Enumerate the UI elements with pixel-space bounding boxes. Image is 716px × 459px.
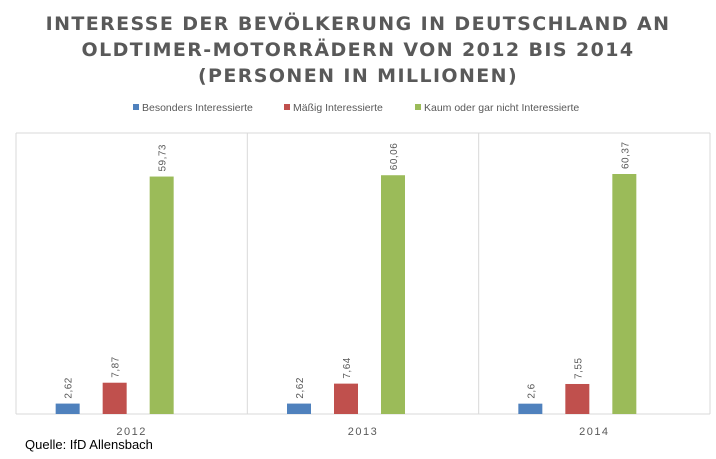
plot-area: 2,62 7,87 59,73 2012 2,62 7,64 60,06 2013 2,6 7,5… xyxy=(15,132,711,438)
legend-label-maessig-interessierte: Mäßig Interessierte xyxy=(293,102,383,114)
data-label-2013-kaum-oder-gar-nicht-interessierte: 60,06 xyxy=(389,143,400,171)
legend: Besonders Interessierte Mäßig Interessier… xyxy=(133,102,579,114)
data-label-2014-besonders-interessierte: 2,6 xyxy=(526,383,537,398)
bar-2013-maessig-interessierte xyxy=(334,383,358,414)
data-label-2012-besonders-interessierte: 2,62 xyxy=(64,377,75,398)
x-tick-label-2013: 2013 xyxy=(348,426,378,438)
bar-2014-kaum-oder-gar-nicht-interessierte xyxy=(612,174,637,414)
legend-label-kaum-oder-gar-nicht-interessierte: Kaum oder gar nicht Interessierte xyxy=(424,102,579,114)
data-label-2013-maessig-interessierte: 7,64 xyxy=(342,357,353,378)
data-label-2014-kaum-oder-gar-nicht-interessierte: 60,37 xyxy=(620,141,631,169)
bar-2014-besonders-interessierte xyxy=(518,403,543,414)
legend-swatch-besonders-interessierte xyxy=(133,104,139,110)
bar-2013-besonders-interessierte xyxy=(287,403,311,414)
data-label-2012-maessig-interessierte: 7,87 xyxy=(111,356,122,377)
chart-title-line-1: INTERESSE DER BEVÖLKERUNG IN DEUTSCHLAND… xyxy=(46,11,671,35)
legend-label-besonders-interessierte: Besonders Interessierte xyxy=(142,102,253,114)
bar-2013-kaum-oder-gar-nicht-interessierte xyxy=(381,175,405,414)
legend-swatch-kaum-oder-gar-nicht-interessierte xyxy=(415,104,421,110)
bar-2014-maessig-interessierte xyxy=(565,383,590,414)
bar-2012-kaum-oder-gar-nicht-interessierte xyxy=(149,176,174,414)
chart-title-line-3: (PERSONEN IN MILLIONEN) xyxy=(198,65,518,87)
data-label-2014-maessig-interessierte: 7,55 xyxy=(573,358,584,379)
source-note: Quelle: IfD Allensbach xyxy=(25,437,153,452)
legend-swatch-maessig-interessierte xyxy=(284,104,290,110)
data-label-2013-besonders-interessierte: 2,62 xyxy=(295,377,306,398)
bar-2012-besonders-interessierte xyxy=(55,403,80,414)
x-tick-label-2012: 2012 xyxy=(116,426,146,438)
bar-2012-maessig-interessierte xyxy=(102,382,127,414)
x-tick-label-2014: 2014 xyxy=(579,426,609,438)
data-label-2012-kaum-oder-gar-nicht-interessierte: 59,73 xyxy=(158,144,169,172)
chart-title-line-2: OLDTIMER-MOTORRÄDERN VON 2012 BIS 2014 xyxy=(82,37,635,61)
